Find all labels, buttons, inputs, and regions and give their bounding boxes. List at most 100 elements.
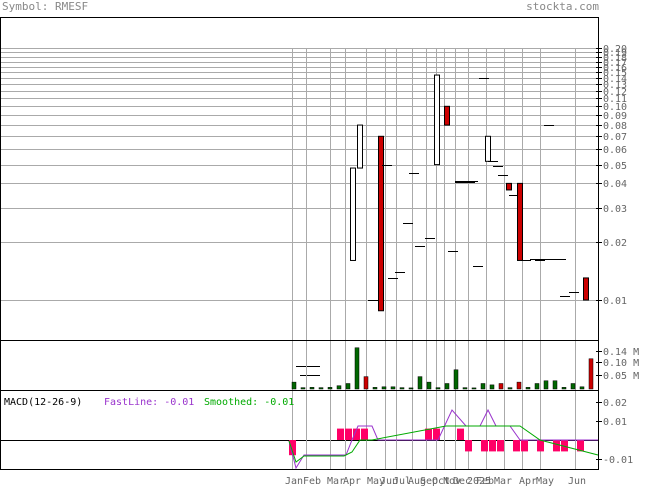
volume-bar	[291, 381, 297, 390]
volume-tick-label: 0.14 M	[603, 347, 639, 358]
volume-bar	[516, 381, 522, 390]
candle-body	[583, 277, 589, 301]
price-tick-label: 0.16	[603, 63, 627, 74]
month-label: Mar	[327, 476, 345, 486]
volume-bars	[291, 347, 594, 390]
macd-histogram-bar	[537, 440, 544, 452]
month-label: Feb	[476, 476, 494, 486]
macd-tick-label: 0.01	[603, 417, 627, 428]
macd-histogram-bar	[425, 428, 432, 440]
month-label: Aug	[408, 476, 426, 486]
volume-bar	[381, 386, 387, 390]
volume-bar	[390, 386, 396, 390]
macd-histogram-bar	[561, 440, 568, 452]
volume-bar	[345, 383, 351, 390]
macd-smoothed-label: Smoothed: -0.01	[204, 397, 294, 408]
macd-month-gridlines	[292, 391, 576, 469]
macd-histogram-bar	[489, 440, 496, 452]
site-label[interactable]: stockta.com	[526, 0, 599, 13]
price-tick-label: 0.11	[603, 94, 627, 105]
price-tick-label: 0.04	[603, 179, 627, 190]
volume-bar	[327, 387, 333, 390]
volume-bar	[489, 384, 495, 390]
price-tick-label: 0.07	[603, 132, 627, 143]
price-tick-label: 0.01	[603, 296, 627, 307]
price-gridlines	[1, 48, 602, 301]
price-tick-label: 0.17	[603, 58, 627, 69]
macd-histogram-bar	[353, 428, 360, 440]
month-label: Oct	[432, 476, 450, 486]
price-tick-label: 0.18	[603, 53, 627, 64]
volume-bar	[471, 387, 477, 390]
macd-tick-label: 0.02	[603, 398, 627, 409]
candle-body	[444, 105, 450, 126]
volume-bar	[417, 376, 423, 390]
macd-histogram-bar	[457, 428, 464, 440]
candle-body	[485, 135, 491, 162]
macd-panel: MACD(12-26-9) FastLine: -0.01 Smoothed: …	[0, 390, 633, 470]
price-tick-label: 0.10	[603, 102, 627, 113]
macd-fastline-label: FastLine: -0.01	[104, 397, 194, 408]
macd-histogram-bar	[553, 440, 560, 452]
volume-panel: 0.14 M0.10 M 0.05 M	[0, 340, 639, 391]
macd-histogram-bar	[361, 428, 368, 440]
macd-histogram-bar	[337, 428, 344, 440]
month-label: May	[536, 476, 554, 486]
price-tick-label: 0.14	[603, 74, 627, 85]
macd-tick-labels: 0.02 0.01 -0.01	[596, 398, 633, 466]
volume-tick-labels: 0.14 M0.10 M 0.05 M	[596, 347, 639, 382]
candle-body	[357, 124, 363, 169]
macd-histogram-bar	[289, 440, 296, 456]
volume-tick-label: 0.10 M	[603, 358, 639, 369]
volume-bar	[426, 381, 432, 390]
volume-bar	[309, 387, 315, 390]
macd-histogram-bar	[433, 428, 440, 440]
volume-bar	[588, 358, 594, 390]
price-tick-label: 0.19	[603, 48, 627, 59]
price-tick-label: 0.20	[603, 44, 627, 55]
volume-bar	[372, 387, 378, 390]
volume-bar	[570, 383, 576, 390]
volume-bar	[435, 387, 441, 390]
price-panel-frame	[0, 17, 599, 341]
candle-body	[350, 167, 356, 261]
symbol-label: Symbol: RMESF	[2, 0, 89, 13]
volume-bar	[552, 380, 558, 390]
price-tick-labels: 0.200.190.180.170.160.150.140.130.120.11…	[603, 44, 627, 307]
volume-bar	[453, 369, 459, 390]
month-label: Apr	[519, 476, 537, 486]
macd-histogram	[289, 428, 584, 456]
month-label: Nov	[443, 476, 461, 486]
candle-body	[434, 74, 440, 166]
month-label: Jun	[568, 476, 586, 486]
volume-bar	[318, 387, 324, 390]
price-tick-label: 0.08	[603, 121, 627, 132]
macd-histogram-bar	[465, 440, 472, 452]
volume-bar	[480, 383, 486, 390]
volume-bar	[354, 347, 360, 390]
macd-histogram-bar	[345, 428, 352, 440]
month-label: Dec	[453, 476, 471, 486]
month-label: 2025	[467, 476, 491, 486]
macd-histogram-bar	[481, 440, 488, 452]
price-tick-label: 0.09	[603, 111, 627, 122]
volume-bar	[363, 376, 369, 390]
candle-body	[378, 135, 384, 312]
price-tick-label: 0.15	[603, 68, 627, 79]
volume-bar	[444, 383, 450, 390]
macd-histogram-bar	[513, 440, 520, 452]
fastline-series	[288, 408, 598, 470]
volume-bar	[408, 387, 414, 390]
macd-title: MACD(12-26-9)	[4, 397, 82, 408]
price-panel: 0.200.190.180.170.160.150.140.130.120.11…	[0, 17, 627, 376]
volume-bar	[399, 387, 405, 390]
month-label: Mar	[494, 476, 512, 486]
price-tick-label: 0.05	[603, 161, 627, 172]
volume-bar	[462, 387, 468, 390]
macd-panel-frame	[0, 390, 599, 470]
volume-bar	[507, 387, 513, 390]
volume-bar	[543, 380, 549, 390]
candle-body	[517, 182, 523, 261]
